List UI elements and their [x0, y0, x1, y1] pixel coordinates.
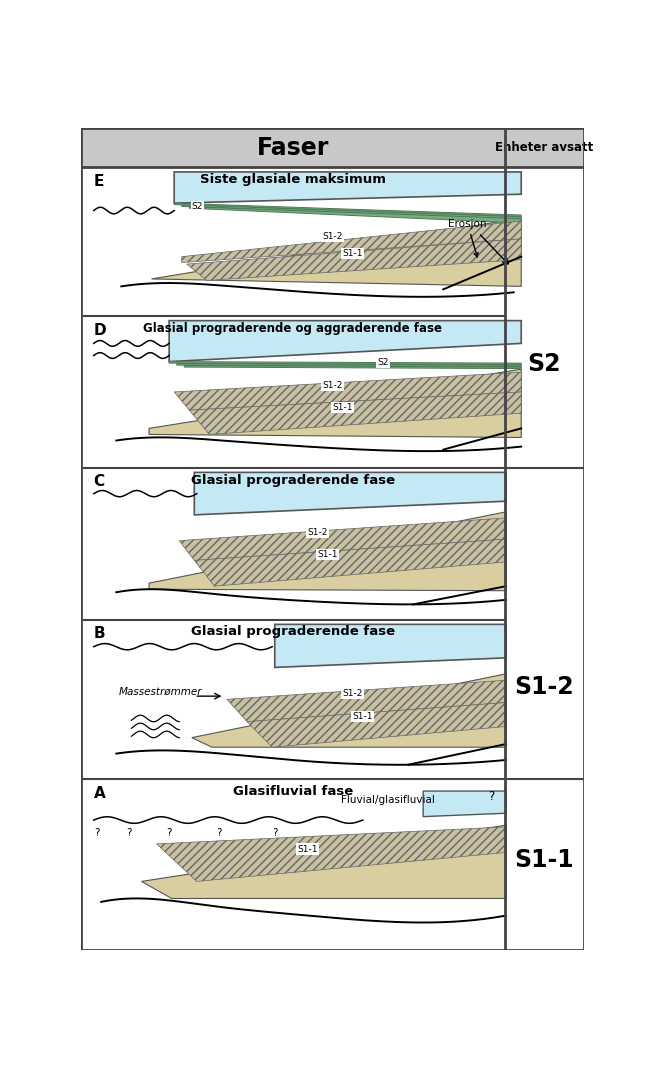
Text: S1-1: S1-1 — [352, 712, 373, 720]
Polygon shape — [247, 702, 506, 747]
Polygon shape — [141, 825, 506, 898]
Polygon shape — [184, 366, 521, 368]
Text: Erosjon: Erosjon — [448, 219, 487, 257]
Text: Enheter avsatt: Enheter avsatt — [495, 141, 593, 155]
Polygon shape — [152, 218, 521, 286]
Text: E: E — [93, 174, 104, 189]
Polygon shape — [174, 172, 521, 203]
Polygon shape — [194, 539, 506, 586]
Polygon shape — [156, 827, 506, 881]
Text: Glasial prograderende fase: Glasial prograderende fase — [191, 625, 395, 638]
Text: C: C — [93, 475, 105, 490]
Text: S1-1: S1-1 — [332, 402, 353, 412]
Text: Glasial prograderende fase: Glasial prograderende fase — [191, 474, 395, 487]
Polygon shape — [177, 364, 521, 367]
Text: S1-2: S1-2 — [308, 528, 328, 537]
Polygon shape — [182, 221, 521, 262]
Bar — [81, 128, 584, 168]
Text: S1-1: S1-1 — [343, 250, 363, 258]
Polygon shape — [190, 207, 521, 223]
Polygon shape — [275, 624, 506, 668]
Polygon shape — [179, 517, 506, 560]
Text: Fluvial/glasifluvial: Fluvial/glasifluvial — [341, 795, 435, 805]
Text: Glasial prograderende og aggraderende fase: Glasial prograderende og aggraderende fa… — [143, 322, 443, 335]
Polygon shape — [174, 203, 521, 217]
Text: A: A — [93, 785, 105, 800]
Polygon shape — [187, 239, 521, 281]
Polygon shape — [182, 205, 521, 220]
Text: S2: S2 — [192, 203, 203, 211]
Polygon shape — [169, 362, 521, 365]
Text: S2: S2 — [528, 352, 561, 376]
Polygon shape — [194, 473, 506, 515]
Text: D: D — [93, 322, 106, 337]
Text: Glasifluvial fase: Glasifluvial fase — [233, 785, 353, 798]
Text: ?: ? — [217, 828, 222, 839]
Text: S1-1: S1-1 — [297, 844, 318, 854]
Polygon shape — [227, 680, 506, 721]
Text: Massestrømmer: Massestrømmer — [119, 686, 202, 697]
Polygon shape — [169, 321, 521, 362]
Text: Siste glasiale maksimum: Siste glasiale maksimum — [200, 173, 386, 187]
Text: S1-2: S1-2 — [515, 674, 574, 699]
Text: ?: ? — [166, 828, 172, 839]
Polygon shape — [149, 512, 506, 591]
Text: S1-2: S1-2 — [343, 689, 363, 698]
Polygon shape — [149, 369, 521, 437]
Text: S1-2: S1-2 — [323, 233, 343, 241]
Text: S2: S2 — [377, 357, 389, 367]
Text: Faser: Faser — [257, 136, 329, 160]
Text: ?: ? — [272, 828, 278, 839]
Text: S1-2: S1-2 — [323, 381, 343, 389]
Polygon shape — [192, 674, 506, 747]
Text: ?: ? — [488, 790, 494, 802]
Text: ?: ? — [126, 828, 132, 839]
Text: B: B — [93, 626, 105, 641]
Text: S1-1: S1-1 — [515, 848, 574, 872]
Text: S1-1: S1-1 — [317, 550, 338, 559]
Polygon shape — [423, 791, 506, 816]
Polygon shape — [174, 372, 521, 410]
Text: ?: ? — [95, 828, 100, 839]
Polygon shape — [190, 392, 521, 434]
